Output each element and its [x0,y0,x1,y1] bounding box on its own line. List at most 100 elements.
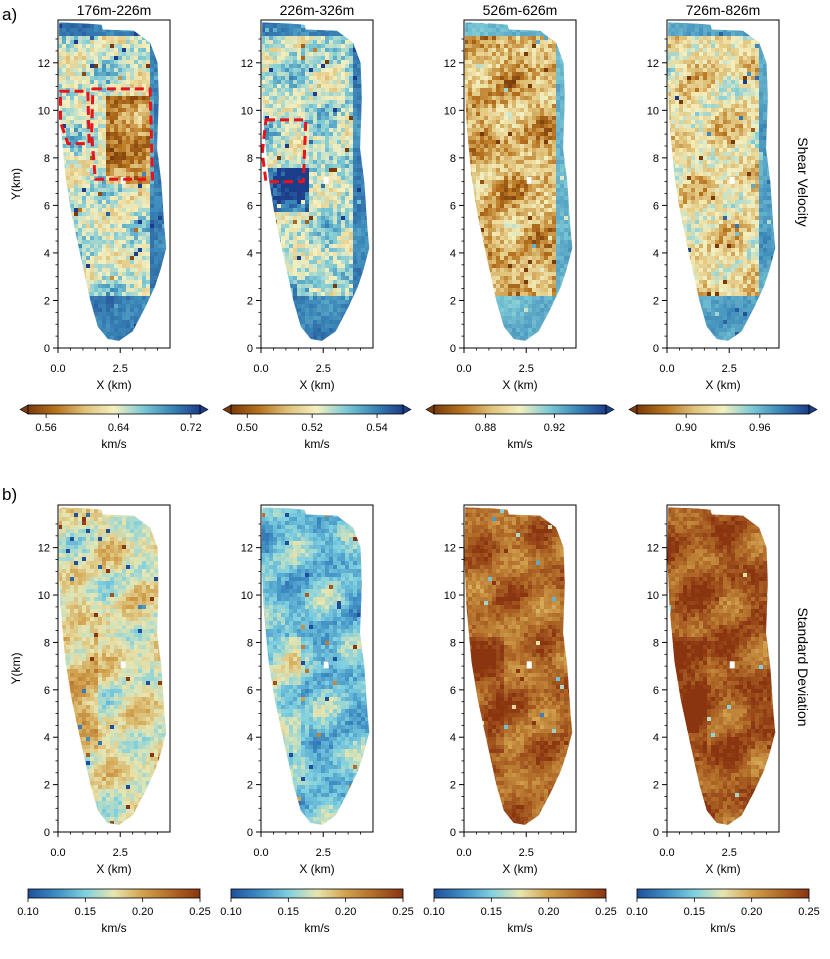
heatmap-cell [365,92,370,97]
heatmap-cell [66,188,71,193]
heatmap-cell [265,72,270,77]
heatmap-cell [142,36,147,41]
heatmap-cell [118,152,123,157]
heatmap-cell [285,268,290,273]
heatmap-cell [281,76,286,81]
heatmap-cell [94,28,99,33]
heatmap-cell [293,132,298,137]
heatmap-cell [86,236,91,241]
heatmap-cell [281,196,286,201]
heatmap-cell [261,168,266,173]
heatmap-cell [94,108,99,113]
heatmap-cell [329,160,334,165]
heatmap-cell [321,264,326,269]
heatmap-cell [329,120,334,125]
heatmap-cell [150,192,155,197]
heatmap-cell [476,24,481,29]
heatmap-cell [142,52,147,57]
heatmap-cell [289,88,294,93]
heatmap-cell [484,36,489,41]
heatmap-cell [333,108,338,113]
heatmap-cell [142,284,147,289]
heatmap-cell [285,284,290,289]
heatmap-cell [353,40,358,45]
heatmap-cell [349,280,354,285]
heatmap-cell [357,212,362,217]
heatmap-cell [301,236,306,241]
heatmap-cell [62,172,67,177]
heatmap-cell [472,40,477,45]
heatmap-cell [564,28,569,33]
heatmap-cell [94,288,99,293]
heatmap-cell [154,248,159,253]
heatmap-cell [114,236,119,241]
heatmap-cell [106,168,111,173]
heatmap-cell [134,272,139,277]
heatmap-cell [353,140,358,145]
heatmap-cell [82,224,87,229]
heatmap-cell [86,272,91,277]
heatmap-cell [365,240,370,245]
heatmap-cell [74,224,79,229]
heatmap-cell [134,244,139,249]
heatmap-cell [289,164,294,169]
heatmap-cell [90,212,95,217]
heatmap-cell [293,48,298,53]
heatmap-cell [110,272,115,277]
heatmap-cell [90,172,95,177]
heatmap-cell [285,188,290,193]
heatmap-cell [146,256,151,261]
heatmap-cell [321,300,326,305]
heatmap-cell [265,132,270,137]
heatmap-cell [337,22,342,25]
heatmap-cell [138,92,143,97]
heatmap-cell [309,76,314,81]
colorbar-unit: km/s [304,437,329,451]
heatmap-cell [114,92,119,97]
heatmap-cell [325,144,330,149]
heatmap-cell [317,336,322,341]
heatmap-cell [273,36,278,41]
heatmap-cell [325,156,330,161]
heatmap-cell [146,188,151,193]
heatmap-cell [297,276,302,281]
heatmap-cell [297,60,302,65]
heatmap-cell [162,52,167,57]
heatmap-cell [118,284,123,289]
heatmap-cell [289,320,294,325]
heatmap-cell [142,216,147,221]
heatmap-cell [313,324,318,329]
heatmap-cell [544,40,549,45]
heatmap-cell [98,100,103,105]
heatmap-cell [122,168,127,173]
heatmap-cell [357,32,362,37]
heatmap-cell [142,104,147,109]
heatmap-cell [74,316,79,321]
heatmap-cell [154,176,159,181]
heatmap-cell [98,156,103,161]
heatmap-cell [277,256,282,261]
heatmap-cell [293,196,298,201]
heatmap-cell [492,28,497,33]
heatmap-cell [126,184,131,189]
heatmap-cell [285,240,290,245]
heatmap-cell [74,304,79,309]
heatmap-cell [301,192,306,197]
heatmap-cell [106,22,111,25]
heatmap-cell [130,280,135,285]
heatmap-cell [341,56,346,61]
heatmap-cell [126,312,131,317]
heatmap-cell [90,164,95,169]
heatmap-cell [365,300,370,305]
heatmap-cell [293,36,298,41]
heatmap-cell [70,96,75,101]
heatmap-cell [94,276,99,281]
heatmap-cell [345,180,350,185]
heatmap-cell [289,276,294,281]
heatmap-cell [150,204,155,209]
heatmap-cell [293,180,298,185]
heatmap-cell [146,84,151,89]
heatmap-cell [516,32,521,37]
heatmap-cell [277,312,282,317]
